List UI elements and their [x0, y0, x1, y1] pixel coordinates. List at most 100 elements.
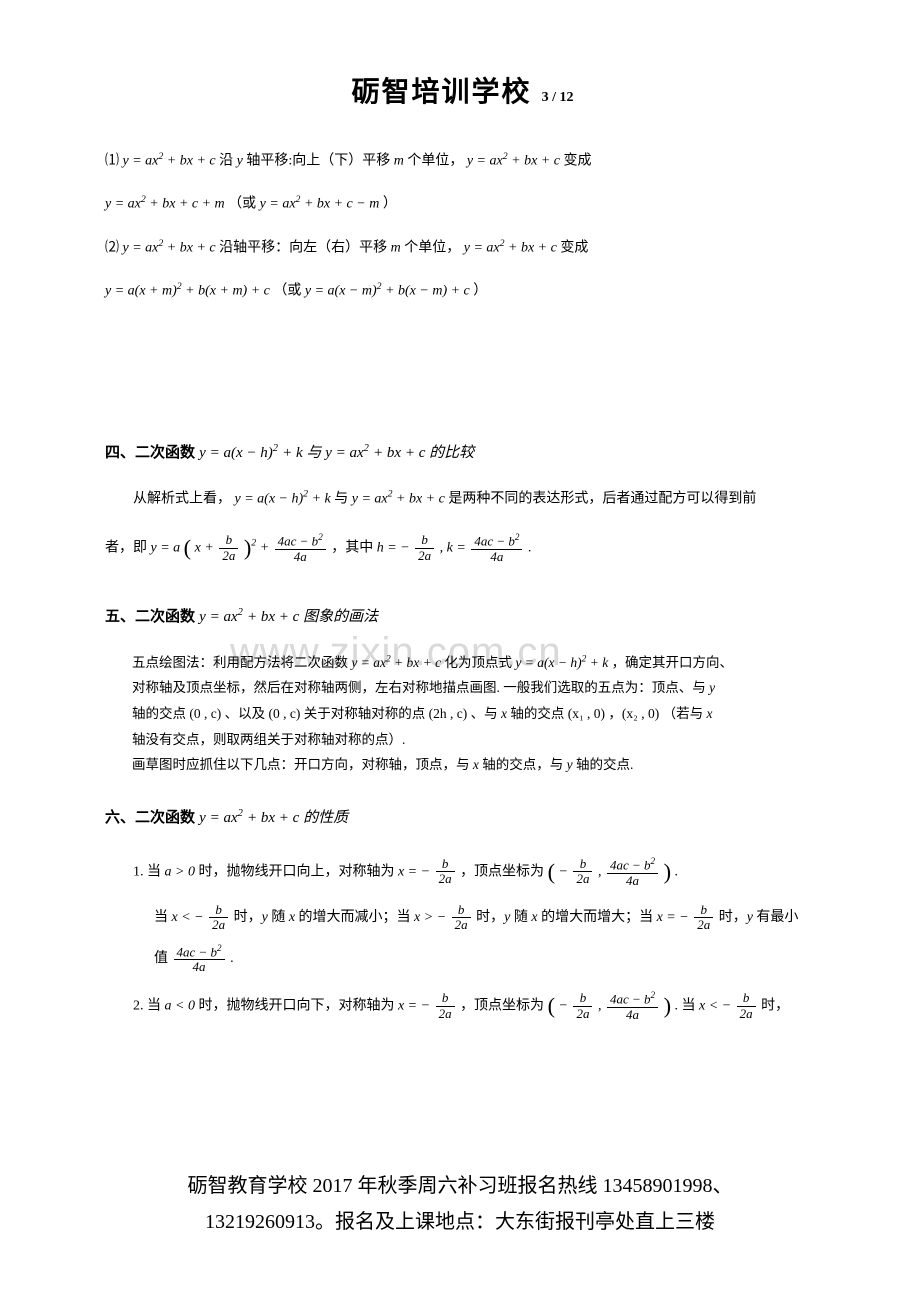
t: m	[394, 154, 404, 169]
t: x	[501, 706, 507, 721]
t: (0 , c)	[189, 706, 221, 721]
fraction: 4ac − b24a	[607, 856, 658, 888]
t: + bx + c	[391, 655, 441, 670]
t: b	[415, 533, 434, 548]
t: y = ax	[199, 609, 237, 625]
t: y = a(x − m)	[305, 283, 377, 298]
fraction: 4ac − b24a	[174, 943, 225, 975]
t: + bx + c	[505, 240, 557, 255]
t: 2a	[415, 549, 434, 563]
t: b	[219, 533, 238, 548]
t: y	[567, 757, 573, 772]
fraction: 4ac − b24a	[607, 990, 658, 1022]
t: 六、二次函数	[105, 809, 199, 826]
t: 的增大而增大；当	[541, 910, 657, 925]
page-header: 砺智培训学校 3 / 12	[105, 70, 820, 110]
t: (x₂ , 0)	[622, 706, 659, 721]
t: y	[262, 910, 268, 925]
page-body: 砺智培训学校 3 / 12 ⑴ y = ax2 + bx + c 沿 y 轴平移…	[105, 70, 820, 1027]
t: y	[504, 910, 510, 925]
t: a < 0	[165, 998, 195, 1013]
t: + bx + c	[393, 491, 445, 506]
t: b	[573, 991, 592, 1006]
t: ，确定其开口方向、	[612, 655, 734, 670]
t: + bx + c + m	[146, 197, 225, 212]
t: 时，	[476, 910, 504, 925]
lparen-icon	[548, 864, 555, 879]
t: b	[209, 903, 228, 918]
t: + bx + c	[508, 154, 560, 169]
sec6-item1-l3: 值 4ac − b24a .	[154, 943, 820, 975]
t: b	[436, 991, 455, 1006]
rparen-icon	[664, 864, 671, 879]
t: 值	[154, 951, 172, 966]
t: ,	[598, 998, 605, 1013]
t: 者，即	[105, 540, 151, 555]
rparen-icon	[664, 998, 671, 1013]
line-3: ⑵ y = ax2 + bx + c 沿轴平移：向左（右）平移 m 个单位， y…	[105, 235, 820, 262]
fraction: b2a	[436, 991, 455, 1021]
sec4-p2: 者，即 y = a x + b2a 2 + 4ac − b24a ，其中 h =…	[105, 527, 820, 570]
t: m	[391, 240, 401, 255]
header-title: 砺智培训学校	[352, 77, 532, 108]
t: y	[747, 910, 753, 925]
t: .	[230, 951, 234, 966]
sec5-l2: 对称轴及顶点坐标，然后在对称轴两侧，左右对称地描点画图. 一般我们选取的五点为：…	[132, 675, 820, 701]
t: (2h , c)	[429, 706, 468, 721]
t: . 当	[675, 998, 700, 1013]
section-4-heading: 四、二次函数 y = a(x − h)2 + k 与 y = ax2 + bx …	[105, 439, 820, 468]
t: 轴的交点	[510, 706, 567, 721]
t: 4ac − b	[610, 857, 651, 872]
t: h = −	[377, 540, 410, 555]
t: 2a	[219, 549, 238, 563]
t: 4ac − b	[610, 991, 651, 1006]
t: 2a	[436, 1007, 455, 1021]
t: ，	[608, 706, 622, 721]
t: y = ax	[260, 197, 296, 212]
t: 2a	[436, 872, 455, 886]
fraction: b2a	[573, 991, 592, 1021]
t: y	[709, 680, 715, 695]
t: 4a	[607, 874, 658, 888]
t: x = −	[398, 998, 430, 1013]
t: y = a(x − h)	[199, 445, 273, 461]
t: y = ax	[351, 655, 386, 670]
sec4-p1: 从解析式上看， y = a(x − h)2 + k 与 y = ax2 + bx…	[105, 486, 820, 513]
t: 4a	[174, 960, 225, 974]
fraction: b2a	[452, 903, 471, 933]
t: .	[675, 864, 679, 879]
t: 个单位，	[407, 154, 463, 169]
t: 时，	[719, 910, 747, 925]
t: ,	[440, 540, 447, 555]
t: a > 0	[165, 864, 195, 879]
t: 2a	[694, 918, 713, 932]
fraction: b2a	[436, 857, 455, 887]
t: y = a(x − h)	[515, 655, 581, 670]
t: 对称轴及顶点坐标，然后在对称轴两侧，左右对称地描点画图. 一般我们选取的五点为：…	[132, 680, 709, 695]
page-footer: 砺智教育学校 2017 年秋季周六补习班报名热线 13458901998、 13…	[0, 1168, 920, 1240]
t: 4a	[607, 1008, 658, 1022]
t: 轴的交点，与	[482, 757, 566, 772]
t: 时，抛物线开口向上，对称轴为	[198, 864, 398, 879]
sec5-l1: 五点绘图法：利用配方法将二次函数 y = ax2 + bx + c 化为顶点式 …	[132, 650, 820, 676]
t: 的增大而减小；当	[299, 910, 415, 925]
t: 五点绘图法：利用配方法将二次函数	[132, 655, 351, 670]
t: +	[260, 540, 273, 555]
t: 沿	[219, 154, 237, 169]
page-current: 3	[542, 90, 549, 105]
t: 随	[514, 910, 532, 925]
t: y = ax	[123, 154, 159, 169]
t: + k	[308, 491, 331, 506]
t: 4ac − b	[474, 534, 515, 549]
t: 2a	[573, 1007, 592, 1021]
sec6-item1-l1: 1. 当 a > 0 时，抛物线开口向上，对称轴为 x = − b2a ，顶点坐…	[133, 851, 820, 894]
fraction: b2a	[209, 903, 228, 933]
sec5-l5: 画草图时应抓住以下几点：开口方向，对称轴，顶点，与 x 轴的交点，与 y 轴的交…	[132, 752, 820, 778]
t: 4a	[471, 550, 522, 564]
t: 1. 当	[133, 864, 165, 879]
t: 轴的交点.	[576, 757, 633, 772]
t: b	[573, 857, 592, 872]
t: x > −	[414, 910, 446, 925]
t: 有最小	[756, 910, 798, 925]
t: y = ax	[123, 240, 159, 255]
